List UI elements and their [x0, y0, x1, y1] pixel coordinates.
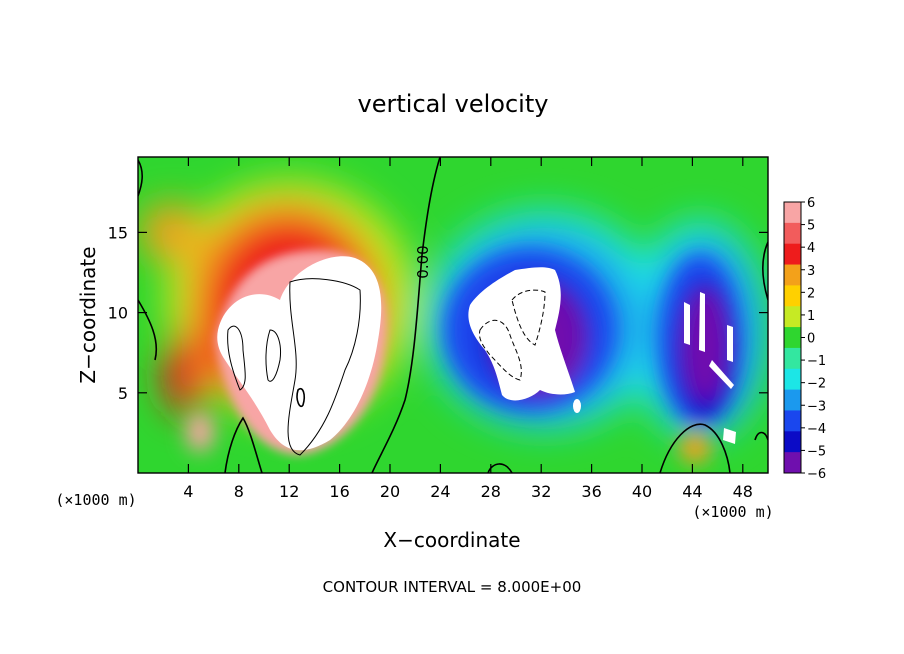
- colorbar-label: 5: [807, 219, 815, 234]
- colorbar-label: 3: [807, 264, 815, 279]
- x-tick-label: 40: [632, 482, 652, 501]
- colorbar-label: −4: [807, 422, 826, 437]
- y-tick-label: 15: [108, 223, 128, 242]
- colorbar-swatch: [784, 327, 801, 349]
- chart-title: vertical velocity: [358, 90, 549, 118]
- plot-frame: [137, 156, 769, 474]
- x-axis-label: X−coordinate: [383, 528, 520, 552]
- x-tick-label: 20: [380, 482, 400, 501]
- colorbar-swatch: [784, 452, 801, 474]
- colorbar-swatch: [784, 264, 801, 286]
- x-axis: 4 8 12 16 20 24 28 32 36 40 44 48: [183, 157, 753, 501]
- contour-interval-note: CONTOUR INTERVAL = 8.000E+00: [323, 578, 582, 596]
- colorbar-label: 6: [807, 196, 815, 211]
- x-tick-label: 44: [682, 482, 702, 501]
- colorbar-label: −5: [807, 444, 826, 459]
- y-axis-label: Z−coordinate: [76, 246, 100, 383]
- colorbar-swatch: [784, 243, 801, 266]
- contour-zero-label: 0.00: [414, 245, 432, 278]
- x-tick-label: 48: [733, 482, 753, 501]
- colorbar: 6 5 4 3 2 1 0 −1 −2 −3 −4 −5 −6: [783, 196, 826, 482]
- colorbar-swatch: [784, 222, 801, 245]
- y-axis: 5 10 15: [108, 223, 768, 403]
- colorbar-label: −1: [807, 354, 826, 369]
- x-tick-label: 16: [329, 482, 349, 501]
- colorbar-swatch: [784, 410, 801, 432]
- colorbar-label: 1: [807, 309, 815, 324]
- x-unit-label-right: (×1000 m): [692, 503, 773, 521]
- colorbar-swatch: [784, 368, 801, 391]
- x-tick-label: 4: [183, 482, 193, 501]
- colorbar-label: −6: [807, 467, 826, 482]
- colorbar-swatch: [784, 202, 801, 224]
- x-tick-label: 36: [581, 482, 601, 501]
- x-tick-label: 24: [430, 482, 450, 501]
- x-tick-label: 8: [234, 482, 244, 501]
- colorbar-swatch: [784, 306, 801, 328]
- colorbar-label: −3: [807, 399, 826, 414]
- y-tick-label: 10: [108, 304, 128, 323]
- colorbar-label: 2: [807, 286, 815, 301]
- colorbar-swatch: [784, 389, 801, 411]
- x-tick-label: 12: [279, 482, 299, 501]
- velocity-field: [138, 157, 768, 473]
- x-tick-label: 32: [531, 482, 551, 501]
- colorbar-swatch: [784, 285, 801, 307]
- colorbar-label: 4: [807, 241, 815, 256]
- x-unit-label-left: (×1000 m): [55, 491, 136, 509]
- colorbar-label: −2: [807, 377, 826, 392]
- colorbar-swatch: [784, 431, 801, 453]
- colorbar-label: 0: [807, 332, 815, 347]
- y-tick-label: 5: [118, 384, 128, 403]
- colorbar-swatch: [784, 347, 801, 370]
- x-tick-label: 28: [481, 482, 501, 501]
